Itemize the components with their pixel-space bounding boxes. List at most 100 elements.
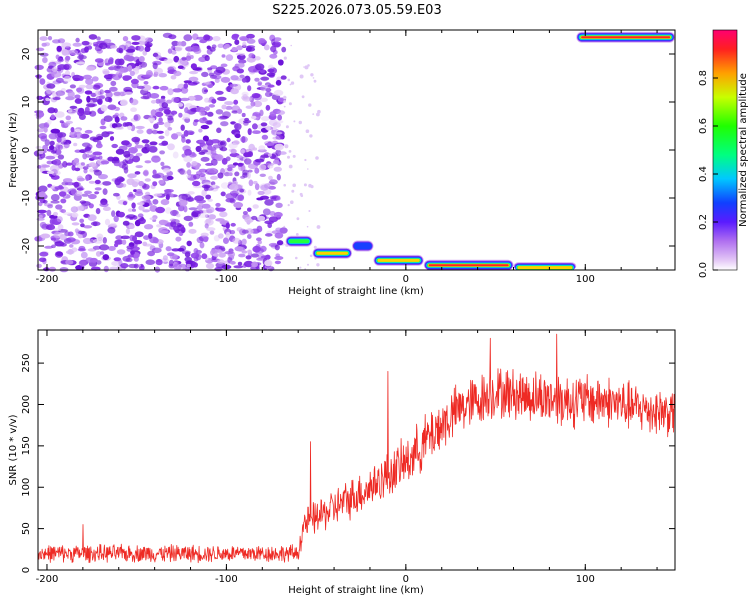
noise-blob	[73, 181, 80, 188]
noise-blob	[62, 178, 73, 183]
snr-plot-area	[38, 330, 675, 570]
snr-panel: -200 -100 0 100 0 50 100 150 200 250 Height of st…	[8, 329, 676, 596]
noise-speck	[312, 113, 315, 115]
noise-blob	[122, 159, 129, 166]
noise-blob	[89, 238, 95, 244]
noise-blob	[183, 155, 193, 163]
noise-speck	[310, 73, 314, 77]
noise-blob	[161, 102, 169, 109]
noise-blob	[188, 221, 194, 227]
noise-blob	[167, 126, 173, 131]
noise-blob	[236, 45, 243, 51]
noise-blob	[108, 66, 115, 71]
noise-blob	[268, 216, 278, 223]
noise-blob	[39, 251, 49, 257]
noise-speck	[308, 210, 311, 212]
noise-blob	[83, 168, 88, 174]
noise-blob	[129, 234, 135, 242]
noise-blob	[231, 34, 239, 40]
noise-blob	[276, 173, 281, 181]
noise-blob	[99, 202, 109, 207]
noise-blob	[198, 202, 204, 207]
colorbar-tick-label: 0.2	[698, 214, 709, 230]
noise-blob	[196, 36, 206, 40]
y-tick-label: 50	[21, 522, 32, 535]
noise-blob	[115, 235, 123, 241]
noise-blob	[50, 200, 60, 204]
noise-blob	[54, 186, 65, 190]
noise-blob	[151, 247, 162, 254]
noise-blob	[181, 56, 187, 61]
noise-blob	[84, 106, 90, 114]
noise-blob	[172, 88, 183, 93]
noise-speck	[283, 225, 286, 228]
noise-blob	[142, 183, 150, 190]
noise-blob	[180, 124, 185, 131]
noise-blob	[102, 237, 108, 244]
noise-blob	[198, 139, 206, 144]
noise-blob	[85, 175, 90, 182]
noise-blob	[242, 211, 248, 215]
noise-blob	[116, 249, 126, 255]
noise-blob	[173, 55, 180, 63]
noise-blob	[147, 250, 156, 257]
noise-blob	[240, 175, 246, 179]
noise-blob	[205, 194, 212, 200]
noise-blob	[183, 205, 188, 213]
noise-blob	[50, 128, 61, 134]
noise-blob	[193, 94, 203, 101]
x-tick-label: 0	[403, 574, 409, 585]
noise-blob	[104, 89, 111, 94]
noise-blob	[113, 123, 123, 128]
noise-blob	[51, 71, 62, 78]
noise-blob	[252, 111, 261, 117]
noise-blob	[158, 179, 165, 185]
noise-blob	[268, 64, 274, 70]
noise-blob	[272, 159, 280, 165]
noise-blob	[220, 76, 231, 83]
noise-blob	[54, 111, 65, 118]
noise-blob	[40, 233, 51, 239]
noise-blob	[131, 136, 141, 143]
noise-blob	[144, 46, 151, 52]
x-tick-label: -200	[36, 274, 59, 285]
noise-blob	[176, 223, 182, 228]
noise-blob	[66, 237, 76, 243]
noise-blob	[38, 257, 47, 263]
noise-blob	[133, 256, 139, 262]
noise-blob	[181, 136, 186, 143]
noise-blob	[133, 114, 139, 121]
noise-blob	[136, 188, 143, 194]
noise-blob	[241, 229, 249, 234]
noise-blob	[134, 231, 144, 238]
noise-blob	[247, 249, 252, 254]
noise-blob	[247, 234, 252, 239]
noise-blob	[128, 224, 135, 229]
noise-blob	[151, 155, 161, 163]
noise-blob	[167, 117, 174, 124]
noise-blob	[159, 150, 166, 155]
noise-blob	[207, 145, 213, 150]
noise-blob	[94, 187, 102, 191]
noise-blob	[211, 44, 217, 49]
noise-blob	[217, 172, 224, 179]
noise-blob	[273, 89, 284, 96]
noise-blob	[164, 109, 172, 115]
noise-blob	[85, 103, 96, 108]
noise-blob	[192, 262, 199, 268]
noise-blob	[180, 227, 186, 234]
snr-y-axis-label: SNR (10 * v/v)	[8, 414, 19, 485]
noise-blob	[218, 252, 226, 258]
noise-blob	[239, 36, 249, 41]
noise-blob	[219, 245, 225, 250]
noise-blob	[208, 104, 215, 108]
noise-blob	[196, 199, 207, 204]
noise-blob	[218, 233, 224, 239]
noise-speck	[283, 100, 286, 103]
noise-blob	[185, 260, 194, 264]
noise-blob	[56, 216, 63, 223]
noise-blob	[198, 117, 208, 124]
noise-blob	[173, 225, 179, 232]
noise-blob	[42, 57, 48, 64]
